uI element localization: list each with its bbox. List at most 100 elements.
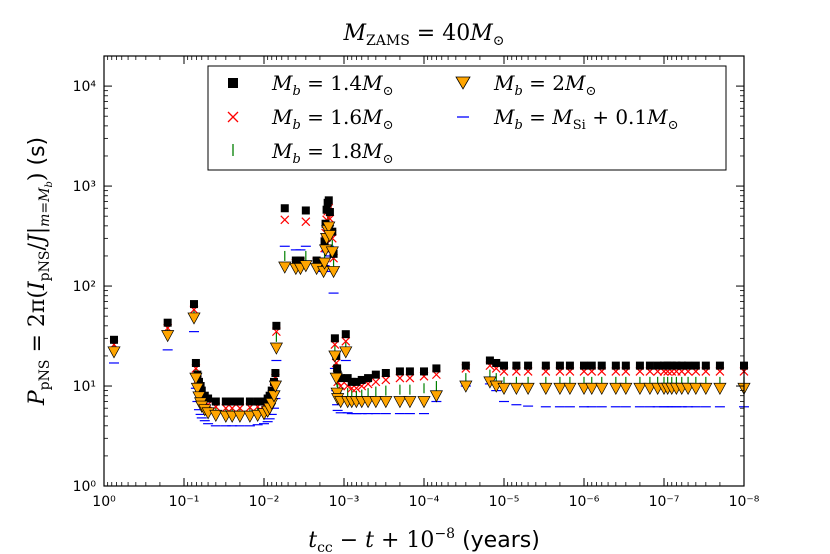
svg-text:Mb = MSi + 0.1M⊙: Mb = MSi + 0.1M⊙	[493, 105, 679, 133]
data-point	[322, 221, 336, 234]
axis-ticks: 10⁰ 10⁻¹ 10⁻² 10⁻³ 10⁻⁴ 10⁻⁵ 10⁻⁶ 10⁻⁷ 10⁻⁸ 10⁰ 10…	[73, 55, 760, 510]
data-point	[684, 361, 693, 370]
data-point	[653, 361, 662, 370]
data-point	[597, 361, 606, 370]
data-point	[211, 397, 220, 406]
data-point	[291, 256, 300, 265]
data-point	[461, 361, 470, 370]
data-point	[253, 397, 262, 406]
svg-text:Mb = 1.6M⊙: Mb = 1.6M⊙	[271, 105, 393, 133]
data-point	[278, 261, 292, 274]
data-point	[271, 368, 280, 377]
data-point	[609, 382, 623, 395]
data-point	[325, 246, 339, 259]
data-point	[621, 361, 630, 370]
data-point	[553, 382, 567, 395]
data-point	[333, 364, 342, 373]
data-point	[191, 358, 200, 367]
plot-area	[107, 196, 751, 427]
data-point	[611, 361, 620, 370]
data-point	[352, 377, 361, 386]
data-point	[364, 374, 373, 383]
svg-text:Mb = 1.4M⊙: Mb = 1.4M⊙	[271, 71, 393, 99]
data-point	[280, 215, 290, 225]
data-point	[221, 397, 230, 406]
data-point	[197, 386, 206, 395]
data-point	[497, 382, 511, 395]
data-point	[645, 361, 654, 370]
svg-text:Mb = 1.8M⊙: Mb = 1.8M⊙	[271, 139, 393, 167]
data-point	[699, 382, 713, 395]
data-point	[565, 361, 574, 370]
chart-title: MZAMS = 40M⊙	[343, 21, 505, 49]
data-point	[341, 330, 350, 339]
data-point	[635, 361, 644, 370]
data-point	[347, 377, 356, 386]
y-tick-label: 10⁰	[73, 479, 97, 495]
data-point	[541, 361, 550, 370]
svg-text:PpNS = 2π(IpNS/J|m=Mb) (s): PpNS = 2π(IpNS/J|m=Mb) (s)	[25, 137, 55, 406]
data-point	[267, 390, 281, 403]
data-point	[268, 380, 283, 393]
data-point	[245, 397, 254, 406]
data-point	[701, 361, 710, 370]
y-tick-label: 10³	[73, 179, 96, 195]
data-point	[328, 350, 342, 363]
data-point	[233, 410, 247, 423]
data-point	[417, 396, 431, 409]
data-point	[357, 375, 366, 384]
data-point	[395, 367, 404, 376]
data-point	[379, 396, 393, 409]
data-point	[371, 370, 380, 379]
data-point	[107, 346, 121, 359]
data-point	[272, 321, 281, 330]
data-point	[429, 390, 443, 403]
data-point	[563, 382, 577, 395]
data-point	[663, 361, 672, 370]
x-tick-label: 10⁻¹	[169, 494, 200, 510]
x-tick-label: 10⁻²	[249, 494, 280, 510]
data-point	[339, 346, 353, 359]
data-point	[405, 373, 415, 383]
series-3	[107, 221, 751, 423]
y-axis-label: PpNS = 2π(IpNS/J|m=Mb) (s)	[25, 137, 55, 406]
data-point	[189, 372, 203, 385]
data-point	[555, 361, 564, 370]
legend-entry-1p8: Mb = 1.8M⊙	[232, 139, 393, 167]
data-point	[403, 396, 417, 409]
legend-entry-1p4: Mb = 1.4M⊙	[228, 71, 393, 99]
data-point	[667, 361, 676, 370]
data-point	[492, 358, 501, 367]
data-point	[326, 266, 341, 279]
y-tick-label: 10¹	[73, 379, 96, 395]
data-point	[280, 204, 289, 213]
data-point	[235, 397, 244, 406]
data-point	[192, 391, 206, 404]
data-point	[187, 312, 201, 325]
data-point	[329, 372, 343, 385]
data-point	[521, 382, 535, 395]
data-point	[580, 361, 588, 370]
x-tick-label: 10⁻⁸	[729, 494, 760, 510]
svg-text:Mb = 2M⊙: Mb = 2M⊙	[493, 71, 596, 99]
data-point	[509, 382, 523, 395]
data-point	[500, 361, 508, 370]
data-point	[371, 377, 381, 387]
data-point	[393, 396, 407, 409]
data-point	[299, 260, 313, 273]
legend-entry-msi: Mb = MSi + 0.1M⊙	[457, 105, 679, 133]
data-point	[265, 391, 274, 400]
data-point	[330, 334, 339, 343]
legend-entry-1p6: Mb = 1.6M⊙	[227, 105, 393, 133]
legend-entry-2: Mb = 2M⊙	[455, 71, 596, 99]
data-point	[585, 382, 599, 395]
series-1	[109, 203, 749, 413]
data-point	[677, 361, 686, 370]
data-point	[301, 206, 310, 215]
data-point	[713, 382, 727, 395]
x-tick-label: 10⁰	[92, 494, 116, 510]
data-point	[324, 196, 333, 205]
data-point	[524, 361, 533, 370]
data-point	[312, 256, 321, 265]
data-point	[323, 230, 337, 243]
